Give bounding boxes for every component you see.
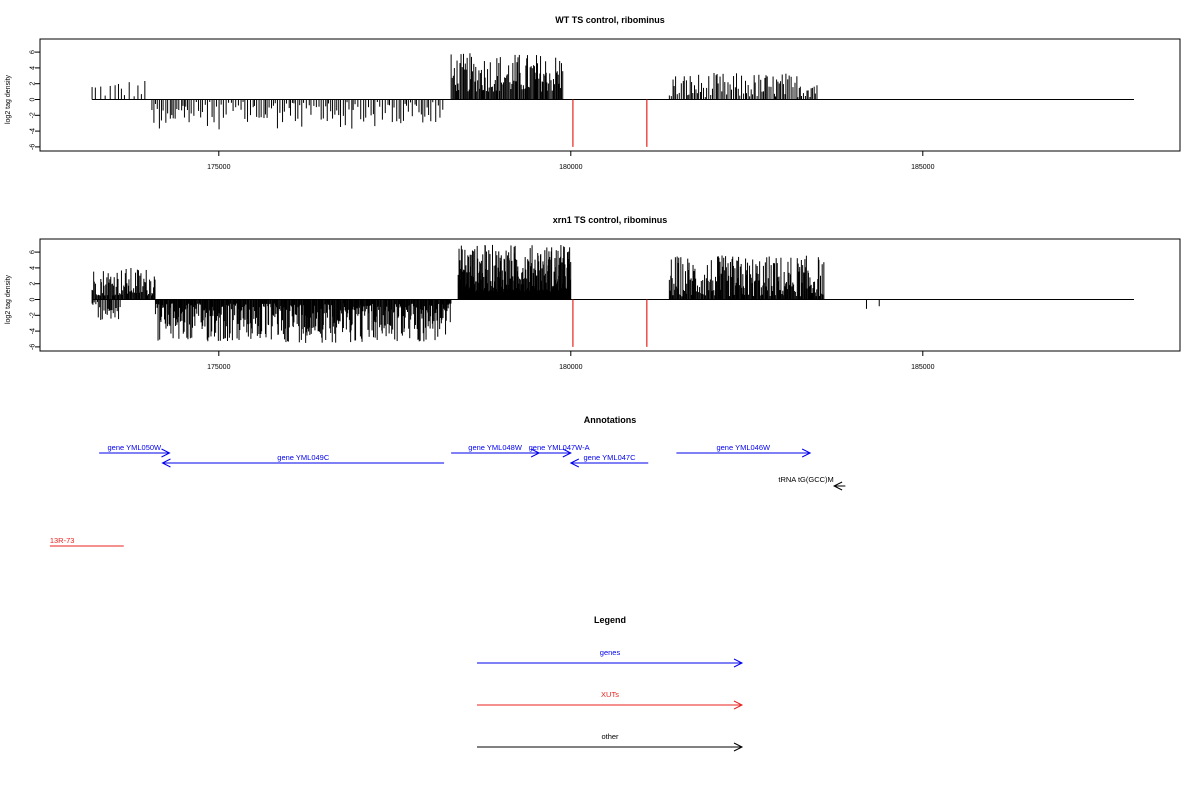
signal-bars bbox=[91, 53, 818, 130]
legend-label: genes bbox=[600, 648, 621, 657]
plot-frame bbox=[39, 38, 1181, 152]
y-tick-label: 4 bbox=[29, 266, 36, 270]
panel-title: WT TS control, ribominus bbox=[555, 15, 665, 25]
x-tick-label: 180000 bbox=[559, 164, 582, 171]
x-tick-label: 175000 bbox=[207, 364, 230, 371]
annotation-feature: 13R-73 bbox=[49, 536, 124, 547]
feature-label: 13R-73 bbox=[50, 536, 75, 545]
y-tick-label: -6 bbox=[29, 144, 36, 150]
signal-bars bbox=[91, 244, 880, 343]
feature-label: gene YML049C bbox=[277, 453, 330, 462]
annotation-feature: tRNA tG(GCC)M bbox=[778, 475, 846, 491]
x-tick-label: 185000 bbox=[911, 364, 934, 371]
y-axis-label: log2 tag density bbox=[5, 74, 12, 124]
feature-label: tRNA tG(GCC)M bbox=[778, 475, 833, 484]
signal-panels: WT TS control, ribominus log2 tag density… bbox=[5, 15, 1181, 371]
y-tick-label: -4 bbox=[29, 128, 36, 134]
annotation-feature: gene YML046W bbox=[676, 443, 812, 458]
y-tick-label: 0 bbox=[29, 297, 36, 301]
annotation-feature: gene YML049C bbox=[161, 453, 445, 468]
arrow-head-icon bbox=[161, 448, 171, 458]
y-tick-label: 4 bbox=[29, 66, 36, 70]
y-axis-label: log2 tag density bbox=[5, 274, 12, 324]
arrow-head-icon bbox=[801, 448, 812, 458]
x-tick-label: 180000 bbox=[559, 364, 582, 371]
panel-title: xrn1 TS control, ribominus bbox=[553, 215, 668, 225]
legend-item: other bbox=[477, 732, 744, 752]
feature-label: gene YML047W-A bbox=[529, 443, 590, 452]
annotation-feature: gene YML050W bbox=[99, 443, 171, 458]
legend-title: Legend bbox=[594, 615, 626, 625]
legend: Legend genes XUTs other bbox=[477, 615, 744, 752]
plot-frame bbox=[39, 238, 1181, 352]
y-tick-label: 2 bbox=[29, 82, 36, 86]
legend-label: other bbox=[601, 732, 619, 741]
legend-arrow-icon bbox=[733, 658, 744, 668]
panel-2: xrn1 TS control, ribominus log2 tag densi… bbox=[5, 215, 1181, 371]
arrow-head-icon bbox=[569, 458, 580, 468]
legend-items: genes XUTs other bbox=[477, 648, 744, 752]
arrow-head-icon bbox=[832, 481, 843, 491]
x-tick-label: 175000 bbox=[207, 164, 230, 171]
legend-arrow-icon bbox=[733, 700, 744, 710]
y-tick-label: 0 bbox=[29, 97, 36, 101]
legend-label: XUTs bbox=[601, 690, 619, 699]
y-tick-label: -2 bbox=[29, 112, 36, 118]
annotation-feature: gene YML047C bbox=[569, 453, 649, 468]
x-tick-label: 185000 bbox=[911, 164, 934, 171]
y-tick-label: 6 bbox=[29, 50, 36, 54]
annotation-feature: gene YML048W bbox=[451, 443, 541, 458]
y-tick-label: 6 bbox=[29, 250, 36, 254]
arrow-head-icon bbox=[562, 448, 572, 458]
y-tick-label: -6 bbox=[29, 344, 36, 350]
legend-item: genes bbox=[477, 648, 744, 668]
annotation-features: gene YML050W gene YML049C gene YML048W gene… bbox=[49, 443, 846, 547]
y-tick-label: -4 bbox=[29, 328, 36, 334]
annotation-feature: gene YML047W-A bbox=[529, 443, 590, 458]
feature-label: gene YML048W bbox=[468, 443, 523, 452]
y-tick-label: 2 bbox=[29, 282, 36, 286]
feature-label: gene YML046W bbox=[716, 443, 771, 452]
arrow-head-icon bbox=[161, 458, 171, 468]
y-tick-label: -2 bbox=[29, 312, 36, 318]
panel-1: WT TS control, ribominus log2 tag density… bbox=[5, 15, 1181, 171]
legend-item: XUTs bbox=[477, 690, 744, 710]
legend-arrow-icon bbox=[733, 742, 744, 752]
annotations-title: Annotations bbox=[584, 415, 637, 425]
feature-label: gene YML047C bbox=[584, 453, 637, 462]
feature-label: gene YML050W bbox=[107, 443, 162, 452]
